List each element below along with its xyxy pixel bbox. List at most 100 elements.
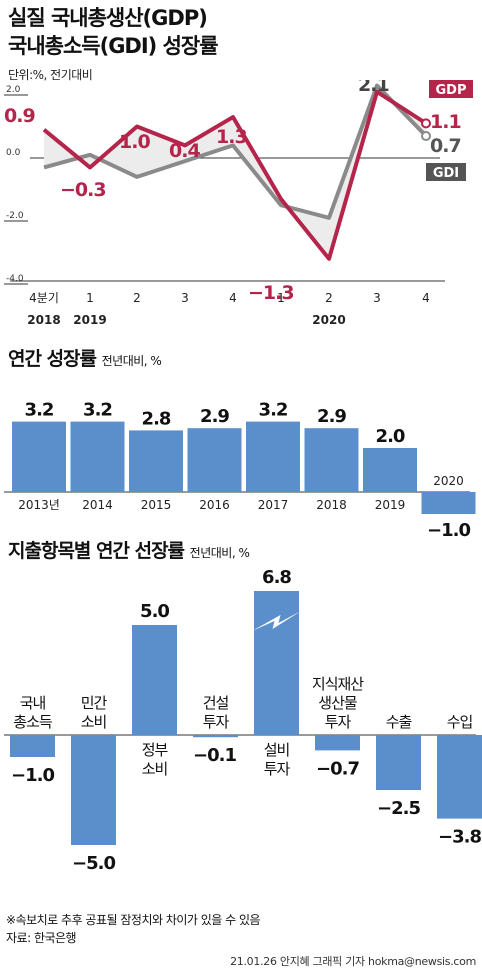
annual-category-label: 2013년 <box>18 498 60 512</box>
annual-value-label: −1.0 <box>427 520 470 541</box>
x-tick-label: 2 <box>133 291 141 305</box>
annual-value-label: 3.2 <box>259 400 288 421</box>
expense-category-label: 총소득 <box>13 713 53 731</box>
y-tick-label: 0.0 <box>6 148 21 158</box>
gdi-legend-box <box>426 163 466 181</box>
annual-growth-title: 연간 성장률 <box>8 348 97 370</box>
expense-category-label: 지식재산 <box>312 675 364 693</box>
x-tick-label: 1 <box>86 291 94 305</box>
annual-category-label: 2017 <box>258 498 289 512</box>
expense-bar <box>315 735 360 751</box>
gdp-data-label: 1.3 <box>216 126 247 148</box>
expense-category-label: 투자 <box>203 713 230 731</box>
x-tick-label: 3 <box>181 291 189 305</box>
annual-bar <box>421 492 476 514</box>
gdp-legend-label: GDP <box>436 83 467 98</box>
annual-value-label: 2.9 <box>200 406 229 427</box>
expense-value-label: 5.0 <box>140 601 169 622</box>
expense-category-label: 소비 <box>81 713 107 731</box>
axis-break-mark <box>252 611 301 631</box>
annual-bar <box>187 428 242 492</box>
y-tick-label: 2.0 <box>6 85 21 95</box>
expense-category-label: 건설 <box>203 694 229 712</box>
x-tick-label: 1 <box>277 291 285 305</box>
x-tick-label: 4 <box>229 291 237 305</box>
footnote: ※속보치로 추후 공표될 잠정치와 차이가 있을 수 있음 <box>6 913 261 927</box>
annual-bar <box>246 421 300 492</box>
expense-value-label: 6.8 <box>262 567 291 588</box>
chart-title-line1: 실질 국내총생산(GDP) <box>8 6 208 30</box>
gdi-data-label: 0.7 <box>430 135 461 157</box>
annual-category-label: 2020 <box>433 474 464 488</box>
gdp-data-label: 0.4 <box>169 140 200 162</box>
annual-growth-section: 연간 성장률 전년대비, % <box>8 344 162 371</box>
expense-category-label: 국내 <box>20 694 46 712</box>
expense-category-label: 설비 <box>264 741 290 759</box>
annual-value-label: 3.2 <box>83 400 112 421</box>
year-label: 2019 <box>73 313 106 327</box>
annual-category-label: 2015 <box>141 498 172 512</box>
expense-category-label: 생산물 <box>318 694 357 712</box>
y-tick-label: -4.0 <box>6 274 24 284</box>
gdp-data-label: 0.9 <box>4 105 35 127</box>
annual-bar <box>129 430 183 492</box>
quarterly-growth-line-chart: 2.00.0-2.0-4.00.9−0.31.00.41.3−1.3−3.22.… <box>4 80 473 327</box>
expense-bar <box>132 625 177 735</box>
gdp-data-label: 1.0 <box>119 131 150 153</box>
annual-value-label: 2.8 <box>142 408 171 429</box>
annual-category-label: 2018 <box>316 498 347 512</box>
gdp-data-label: −0.3 <box>60 179 106 201</box>
annual-bar <box>304 428 359 492</box>
annual-growth-unit: 전년대비, % <box>101 354 162 368</box>
x-tick-label: 2 <box>325 291 333 305</box>
expense-bar <box>254 591 299 735</box>
expenditure-growth-section: 지출항목별 연간 선장률 전년대비, % <box>8 536 250 563</box>
gdi-legend-label: GDI <box>433 166 459 181</box>
source: 자료: 한국은행 <box>6 931 77 945</box>
expense-category-label: 정부 <box>142 741 169 759</box>
gdp-legend-box <box>429 80 473 98</box>
expense-value-label: −3.8 <box>438 827 481 848</box>
chart-title-line2: 국내총소득(GDI) 성장률 <box>8 34 219 58</box>
expense-bar <box>376 735 421 790</box>
y-tick-label: -2.0 <box>6 211 24 221</box>
expenditure-growth-unit: 전년대비, % <box>189 546 250 560</box>
annual-category-label: 2019 <box>375 498 406 512</box>
annual-value-label: 2.9 <box>317 406 346 427</box>
gdp-end-marker <box>421 118 431 129</box>
expense-value-label: −0.1 <box>193 745 236 766</box>
annual-value-label: 3.2 <box>25 400 54 421</box>
x-tick-label: 3 <box>373 291 381 305</box>
expense-bar <box>10 735 55 757</box>
gdi-end-marker <box>421 130 431 141</box>
expense-category-label: 투자 <box>325 713 352 731</box>
gdp-data-label: 2.1 <box>358 80 389 96</box>
gdi-line <box>43 83 428 220</box>
gdp-data-label: −1.3 <box>248 282 294 304</box>
x-tick-label: 4분기 <box>29 291 59 305</box>
expense-category-label: 민간 <box>81 694 108 712</box>
gdp-line <box>42 89 428 261</box>
expense-category-label: 투자 <box>264 760 291 778</box>
gdp-data-label: 1.1 <box>430 111 461 133</box>
annual-bar <box>12 421 66 492</box>
expense-category-label: 수입 <box>447 713 473 731</box>
annual-bar <box>70 421 125 492</box>
chart-unit: 단위:%, 전기대비 <box>8 68 93 82</box>
expense-category-label: 수출 <box>386 713 412 731</box>
expense-bar <box>193 735 238 738</box>
expense-category-label: 소비 <box>142 760 168 778</box>
expense-value-label: −1.0 <box>11 765 54 786</box>
annual-value-label: 2.0 <box>376 426 405 447</box>
expense-value-label: −0.7 <box>316 758 359 779</box>
x-tick-label: 4 <box>422 291 430 305</box>
year-label: 2018 <box>27 313 60 327</box>
expense-value-label: −2.5 <box>377 798 420 819</box>
expense-bar <box>71 735 116 845</box>
year-label: 2020 <box>312 313 345 327</box>
annual-category-label: 2016 <box>199 498 230 512</box>
annual-category-label: 2014 <box>82 498 113 512</box>
expense-bar <box>437 735 482 819</box>
annual-bar <box>363 448 417 492</box>
